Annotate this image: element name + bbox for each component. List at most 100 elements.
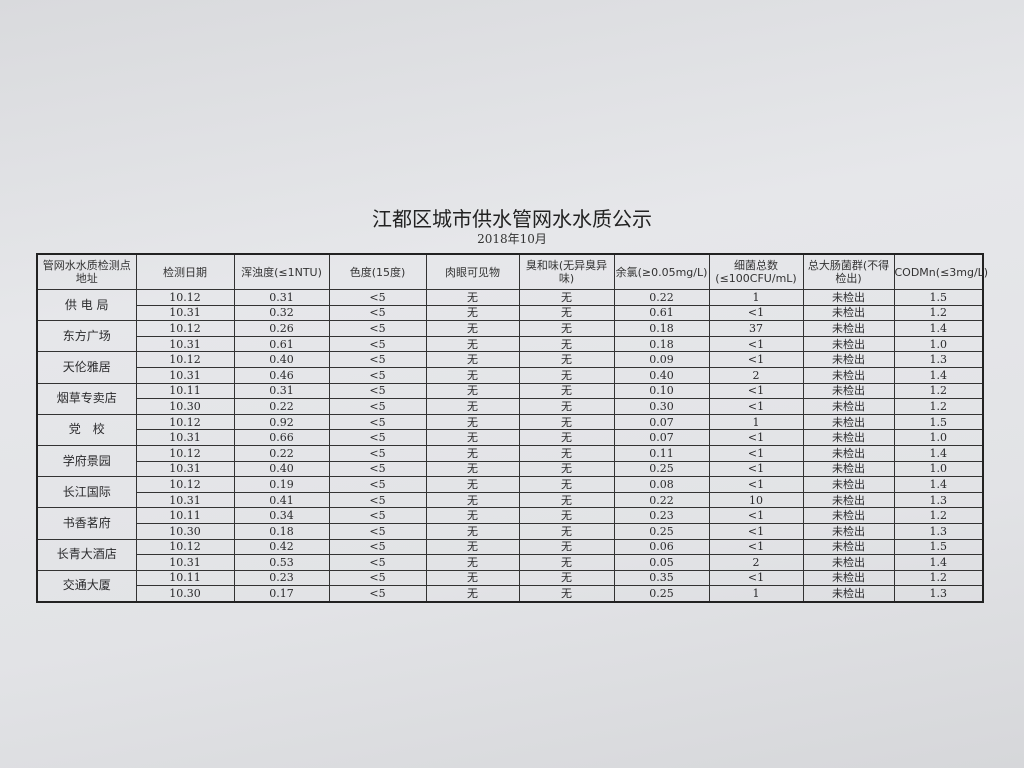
coliform-cell: 未检出 — [802, 413, 895, 431]
bacteria-cell: <1 — [708, 304, 804, 322]
chlorine-cell: 0.08 — [613, 476, 710, 493]
bacteria-cell: <1 — [708, 444, 804, 462]
bacteria-cell: 1 — [708, 289, 804, 306]
odor-cell: 无 — [518, 507, 615, 524]
turbidity-cell: 0.40 — [233, 351, 330, 368]
date-cell: 10.12 — [135, 289, 235, 306]
codmn-cell: 1.2 — [893, 507, 984, 524]
odor-cell: 无 — [518, 554, 615, 571]
date-cell: 10.30 — [135, 585, 235, 603]
visible-matter-cell: 无 — [425, 382, 520, 400]
color-cell: <5 — [328, 335, 427, 353]
chlorine-cell: 0.30 — [613, 398, 710, 415]
table-row: 供 电 局 10.12 0.31 <5 无无 0.22 1 未检出 1.5 — [36, 288, 984, 322]
table-row: 烟草专卖店 10.11 0.31 <5 无无 0.10 <1 未检出 1.2 — [36, 382, 984, 415]
site-name-cell: 烟草专卖店 — [36, 382, 137, 415]
coliform-cell: 未检出 — [802, 366, 895, 384]
chlorine-cell: 0.22 — [613, 289, 710, 306]
odor-cell: 无 — [518, 366, 615, 384]
bacteria-cell: <1 — [708, 507, 804, 524]
header-bacteria: 细菌总数(≤100CFU/mL) — [708, 253, 804, 290]
chlorine-cell: 0.11 — [613, 444, 710, 462]
date-cell: 10.12 — [135, 444, 235, 462]
site-name-cell: 长青大酒店 — [36, 538, 137, 571]
odor-cell: 无 — [518, 351, 615, 368]
turbidity-cell: 0.41 — [233, 491, 330, 509]
table-row: 长江国际 10.12 0.19 <5 无无 0.08 <1 未检出 1.4 — [36, 476, 984, 509]
header-color: 色度(15度) — [328, 253, 427, 290]
table-row: 书香茗府 10.11 0.34 <5 无无 0.23 <1 未检出 1.2 — [36, 507, 984, 540]
codmn-cell: 1.4 — [893, 320, 984, 337]
visible-matter-cell: 无 — [425, 351, 520, 368]
color-cell: <5 — [328, 538, 427, 556]
codmn-cell: 1.4 — [893, 554, 984, 571]
turbidity-cell: 0.34 — [233, 507, 330, 524]
header-coliform: 总大肠菌群(不得检出) — [802, 253, 895, 290]
date-cell: 10.12 — [135, 351, 235, 368]
codmn-cell: 1.3 — [893, 491, 984, 509]
visible-matter-cell: 无 — [425, 554, 520, 571]
date-cell: 10.31 — [135, 554, 235, 571]
header-odor: 臭和味(无异臭异味) — [518, 253, 615, 290]
site-name-cell: 供 电 局 — [36, 288, 137, 322]
chlorine-cell: 0.25 — [613, 460, 710, 478]
table-row: 学府景园 10.12 0.22 <5 无无 0.11 <1 未检出 1.4 — [36, 444, 984, 478]
codmn-cell: 1.5 — [893, 538, 984, 556]
visible-matter-cell: 无 — [425, 320, 520, 337]
chlorine-cell: 0.23 — [613, 507, 710, 524]
turbidity-cell: 0.26 — [233, 320, 330, 337]
bacteria-cell: 2 — [708, 554, 804, 571]
site-name-cell: 交通大厦 — [36, 569, 137, 603]
bacteria-cell: 2 — [708, 366, 804, 384]
coliform-cell: 未检出 — [802, 335, 895, 353]
visible-matter-cell: 无 — [425, 304, 520, 322]
visible-matter-cell: 无 — [425, 522, 520, 540]
color-cell: <5 — [328, 554, 427, 571]
odor-cell: 无 — [518, 491, 615, 509]
coliform-cell: 未检出 — [802, 444, 895, 462]
bacteria-cell: <1 — [708, 429, 804, 446]
chlorine-cell: 0.09 — [613, 351, 710, 368]
turbidity-cell: 0.42 — [233, 538, 330, 556]
chlorine-cell: 0.05 — [613, 554, 710, 571]
codmn-cell: 1.0 — [893, 429, 984, 446]
table-row: 10.30 0.22 <5 无无 0.30 <1 未检出 1.2 — [37, 398, 984, 415]
color-cell: <5 — [328, 569, 427, 587]
date-cell: 10.31 — [135, 366, 235, 384]
coliform-cell: 未检出 — [802, 585, 895, 603]
table-row: 10.30 0.18 <5 无无 0.25 <1 未检出 1.3 — [37, 522, 984, 540]
date-cell: 10.11 — [135, 569, 235, 587]
table-row: 10.31 0.61 <5 无无 0.18 <1 未检出 1.0 — [37, 335, 984, 353]
bacteria-cell: 1 — [708, 585, 804, 603]
odor-cell: 无 — [518, 569, 615, 587]
visible-matter-cell: 无 — [425, 398, 520, 415]
coliform-cell: 未检出 — [802, 398, 895, 415]
odor-cell: 无 — [518, 460, 615, 478]
color-cell: <5 — [328, 413, 427, 431]
coliform-cell: 未检出 — [802, 351, 895, 368]
header-turbidity: 浑浊度(≤1NTU) — [233, 253, 330, 290]
chlorine-cell: 0.07 — [613, 429, 710, 446]
bacteria-cell: <1 — [708, 398, 804, 415]
table-row: 东方广场 10.12 0.26 <5 无无 0.18 37 未检出 1.4 — [36, 320, 984, 353]
table-row: 10.31 0.53 <5 无无 0.05 2 未检出 1.4 — [37, 554, 984, 571]
visible-matter-cell: 无 — [425, 491, 520, 509]
odor-cell: 无 — [518, 382, 615, 400]
codmn-cell: 1.4 — [893, 444, 984, 462]
coliform-cell: 未检出 — [802, 320, 895, 337]
color-cell: <5 — [328, 382, 427, 400]
color-cell: <5 — [328, 507, 427, 524]
color-cell: <5 — [328, 289, 427, 306]
coliform-cell: 未检出 — [802, 382, 895, 400]
coliform-cell: 未检出 — [802, 476, 895, 493]
visible-matter-cell: 无 — [425, 460, 520, 478]
table-row: 交通大厦 10.11 0.23 <5 无无 0.35 <1 未检出 1.2 — [36, 569, 984, 603]
bacteria-cell: <1 — [708, 569, 804, 587]
visible-matter-cell: 无 — [425, 335, 520, 353]
header-date: 检测日期 — [135, 253, 235, 290]
turbidity-cell: 0.32 — [233, 304, 330, 322]
codmn-cell: 1.5 — [893, 413, 984, 431]
bacteria-cell: <1 — [708, 538, 804, 556]
color-cell: <5 — [328, 398, 427, 415]
visible-matter-cell: 无 — [425, 476, 520, 493]
